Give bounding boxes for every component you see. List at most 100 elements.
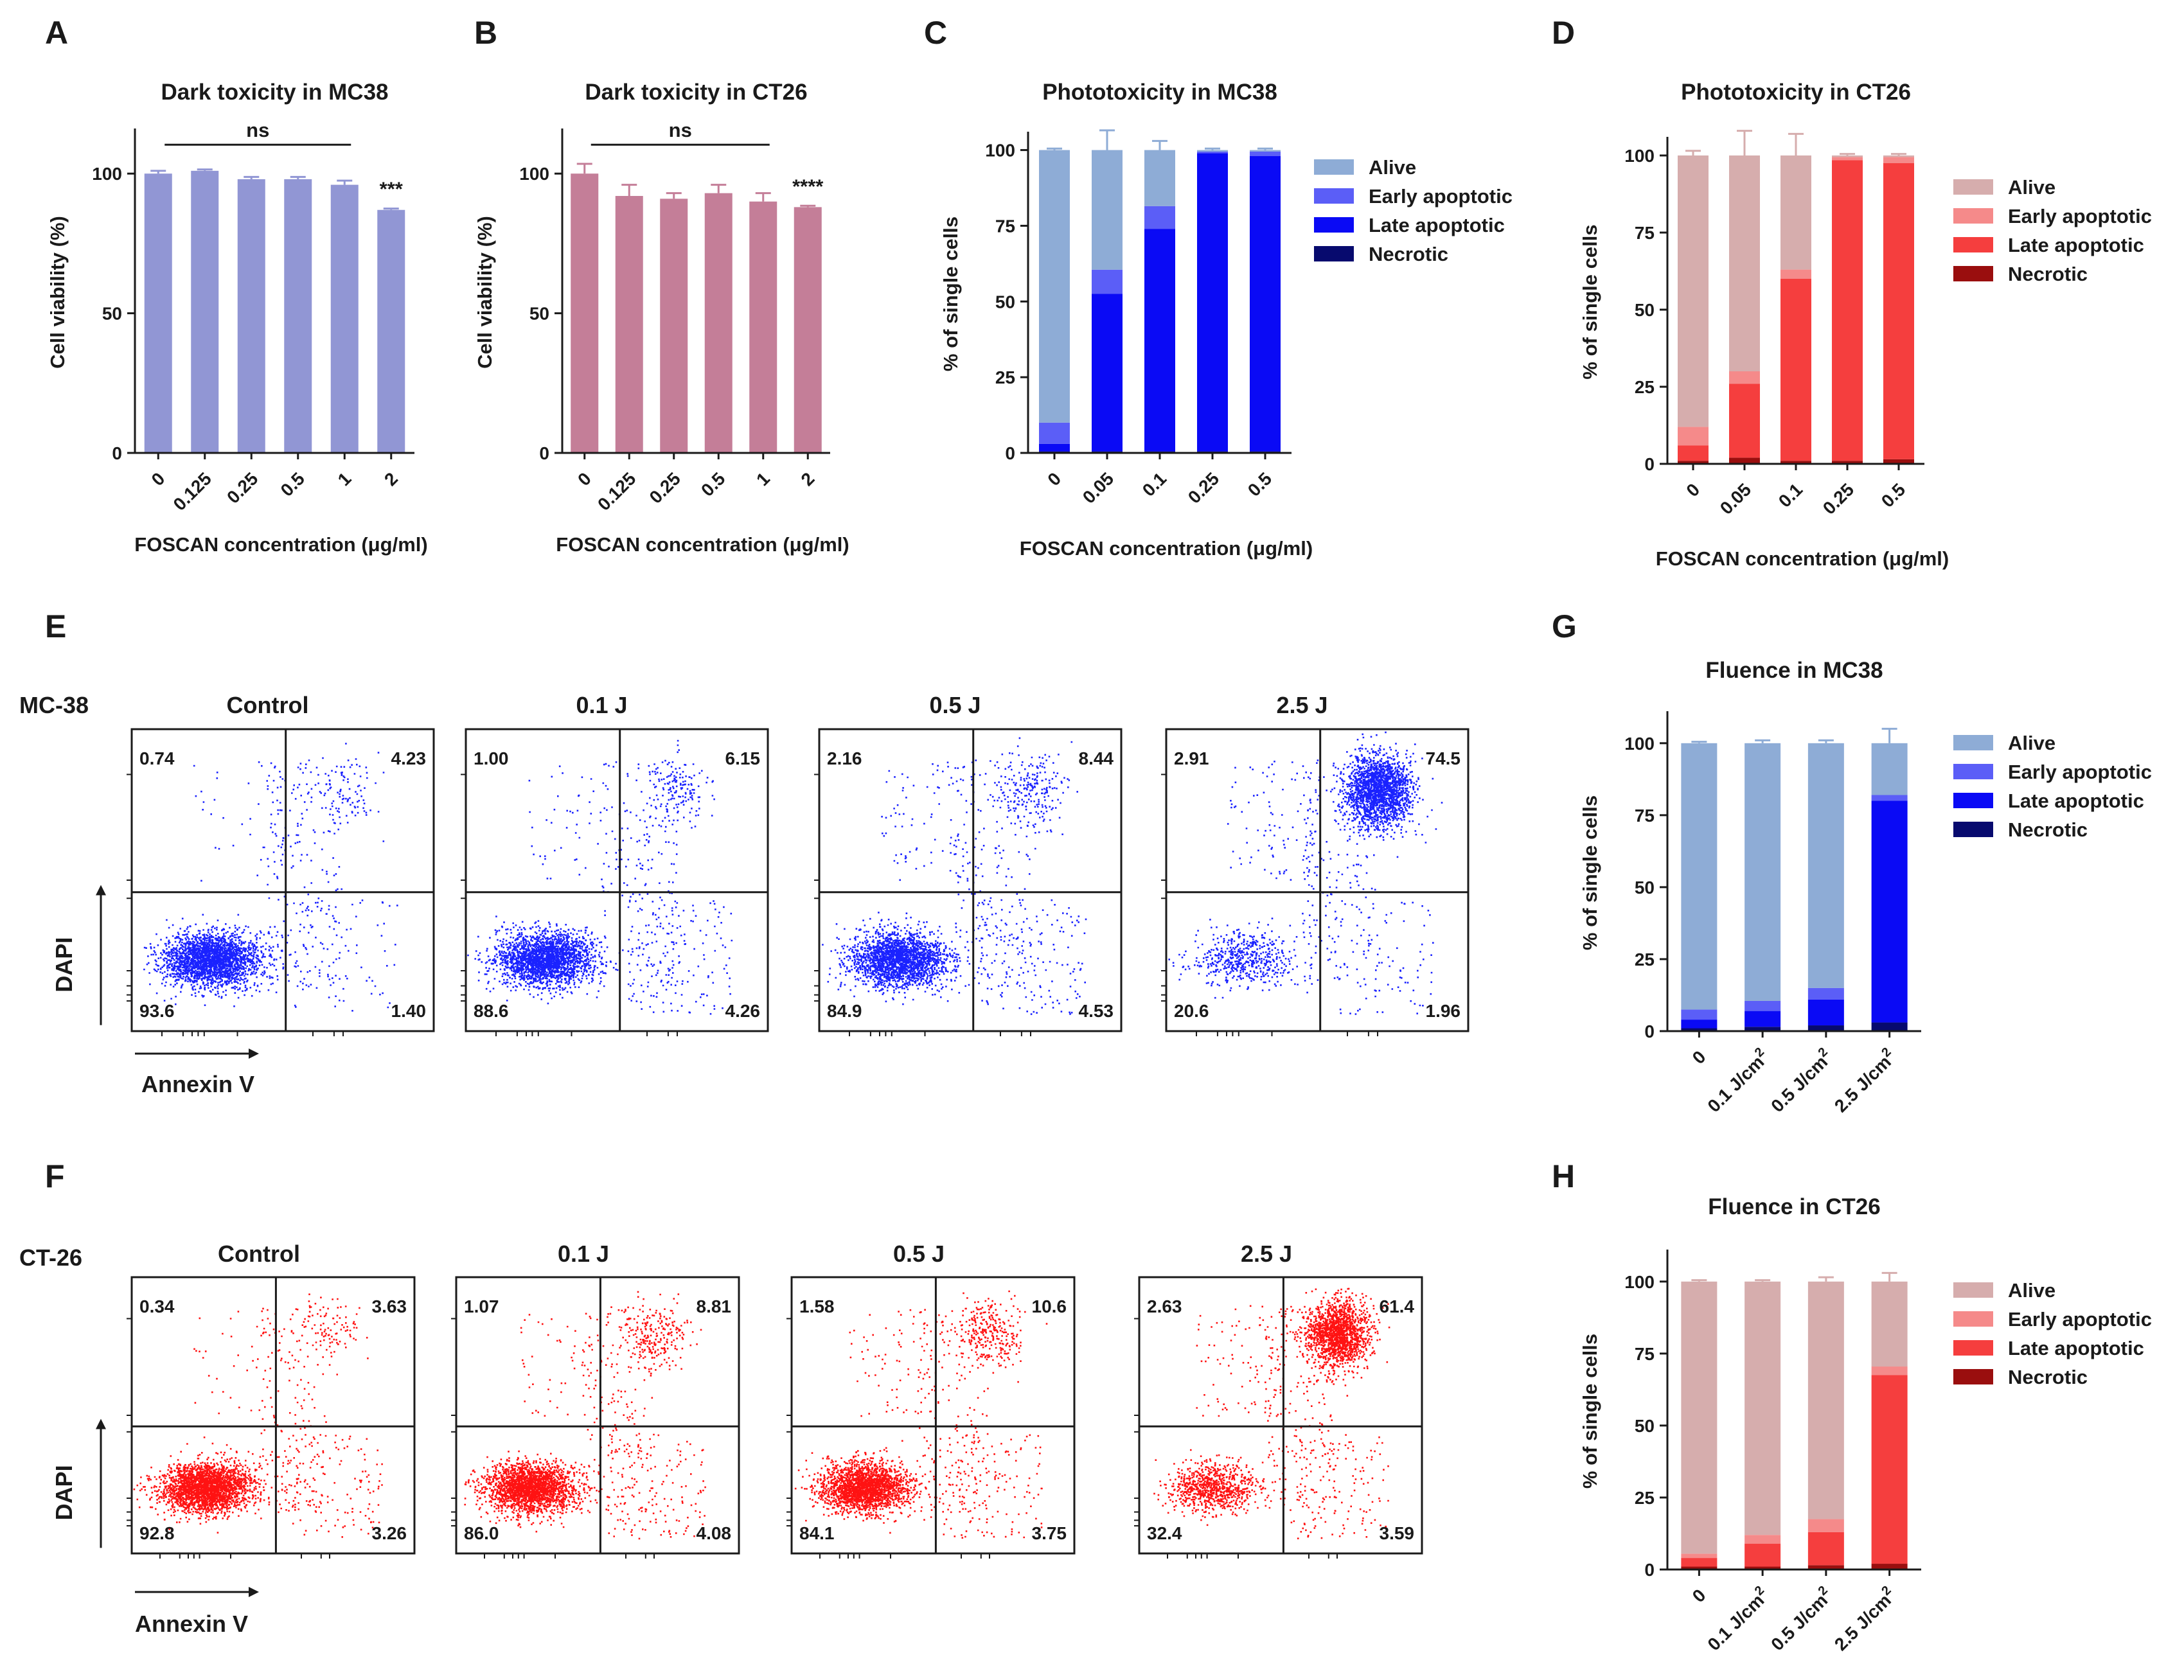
quadrant-value-upper-left: 2.16 (827, 748, 862, 768)
bar-segment (1832, 157, 1863, 161)
bar-segment (1681, 1009, 1718, 1020)
bar (704, 193, 732, 453)
x-tick-label: 2.5 J/cm2 (1829, 1583, 1900, 1654)
x-arrow-head (249, 1587, 259, 1597)
bar-segment (1197, 150, 1228, 152)
plot-frame (790, 1276, 1076, 1555)
x-tick-label: 2 (380, 468, 402, 490)
bar-segment (1871, 795, 1908, 801)
bar-segment (1807, 1565, 1844, 1569)
panel-letter-A: A (45, 15, 68, 51)
bar-segment (1871, 1564, 1908, 1569)
quadrant-value-lower-right: 4.26 (725, 1001, 761, 1021)
y-tick-label: 25 (1635, 377, 1655, 397)
y-tick-label: 50 (102, 304, 122, 324)
bar-segment (1807, 743, 1844, 988)
bar-segment (1144, 229, 1175, 452)
legend-swatch (1953, 735, 1993, 750)
legend-label: Alive (2008, 1279, 2055, 1302)
chart-title: Fluence in CT26 (1708, 1194, 1880, 1219)
quadrant-value-upper-left: 2.91 (1174, 748, 1209, 768)
x-tick-label: 0 (574, 468, 595, 490)
bar-segment (1871, 1281, 1908, 1367)
y-arrow-head (96, 1419, 106, 1429)
x-tick-label: 0.5 (697, 468, 729, 500)
y-tick-label: 50 (1635, 1416, 1655, 1436)
flow-plot: 0.1 J 1.07 8.81 86.0 4.08 (451, 1241, 740, 1559)
event-dots (1153, 1287, 1390, 1539)
x-tick-label: 0.05 (1716, 479, 1755, 518)
x-tick-label: 0.25 (1819, 479, 1858, 518)
bar-segment (1807, 987, 1844, 1000)
x-tick-label: 2.5 J/cm2 (1829, 1045, 1900, 1116)
y-tick-label: 0 (1005, 443, 1015, 463)
legend-swatch (1953, 237, 1993, 252)
bar-segment (1250, 150, 1281, 152)
legend-label: Early apoptotic (2008, 761, 2152, 783)
y-tick-label: 75 (1635, 806, 1655, 826)
log-ticks (786, 1318, 990, 1559)
bar-segment (1729, 384, 1760, 458)
x-tick-label: 0.1 (1775, 479, 1806, 511)
log-ticks (814, 774, 1031, 1036)
quadrant-value-lower-right: 3.26 (372, 1523, 407, 1543)
legend-label: Alive (2008, 176, 2055, 199)
bar-segment (1745, 743, 1781, 1001)
legend-label: Necrotic (2008, 1366, 2088, 1388)
bar-segment (1681, 743, 1718, 1010)
x-tick-label: 0 (1689, 1047, 1710, 1068)
bar-segment (1729, 457, 1760, 464)
chart-title: Phototoxicity in CT26 (1681, 80, 1911, 105)
panel-letter-C: C (924, 15, 947, 51)
quadrant-value-upper-right: 8.44 (1079, 748, 1114, 768)
bar-segment (1745, 1000, 1781, 1011)
bar-segment (1681, 1566, 1718, 1569)
legend-swatch (1314, 188, 1354, 204)
y-tick-label: 50 (995, 292, 1015, 312)
bar-segment (1681, 1020, 1718, 1029)
bar-segment (1807, 999, 1844, 1026)
quadrant-value-lower-left: 92.8 (139, 1523, 175, 1543)
quadrant-value-upper-left: 0.34 (139, 1296, 175, 1316)
legend-swatch (1953, 1311, 1993, 1327)
panel-letter-E: E (45, 608, 66, 644)
y-axis-label: Cell viability (%) (46, 216, 69, 369)
bar (330, 184, 359, 453)
bar-segment (1678, 427, 1709, 446)
legend-label: Late apoptotic (2008, 790, 2144, 812)
flow-plot-title: 0.1 J (576, 692, 627, 718)
ns-label: ns (246, 119, 269, 141)
legend-swatch (1953, 793, 1993, 808)
y-tick-label: 0 (1644, 454, 1655, 474)
y-tick-label: 100 (519, 164, 549, 184)
legend-label: Early apoptotic (1369, 185, 1513, 208)
y-tick-label: 75 (995, 216, 1015, 236)
x-tick-label: 0 (148, 468, 169, 490)
y-tick-label: 100 (92, 164, 122, 184)
x-axis-label-annexin: Annexin V (141, 1071, 254, 1097)
bar-segment (1871, 1375, 1908, 1564)
y-axis-label-dapi: DAPI (51, 1465, 77, 1520)
y-axis-label: Cell viability (%) (474, 216, 496, 369)
chart-title: Fluence in MC38 (1705, 658, 1883, 683)
quadrant-value-upper-right: 3.63 (372, 1296, 407, 1316)
y-tick-label: 25 (995, 367, 1015, 387)
bar-segment (1681, 1281, 1718, 1554)
flow-plot: 0.1 J 1.00 6.15 88.6 4.26 (461, 692, 769, 1036)
x-tick-label: 1 (752, 468, 774, 490)
legend-label: Necrotic (2008, 263, 2088, 285)
event-dots (143, 743, 398, 1012)
bar (571, 173, 599, 453)
y-tick-label: 0 (1644, 1560, 1655, 1580)
legend-label: Late apoptotic (2008, 1337, 2144, 1359)
bar-segment (1832, 461, 1863, 464)
bar-segment (1780, 279, 1811, 461)
legend-swatch (1953, 1369, 1993, 1384)
quadrant-value-lower-right: 1.40 (391, 1001, 427, 1021)
event-dots (794, 1290, 1048, 1539)
legend-swatch (1953, 822, 1993, 837)
y-tick-label: 100 (1624, 146, 1655, 166)
